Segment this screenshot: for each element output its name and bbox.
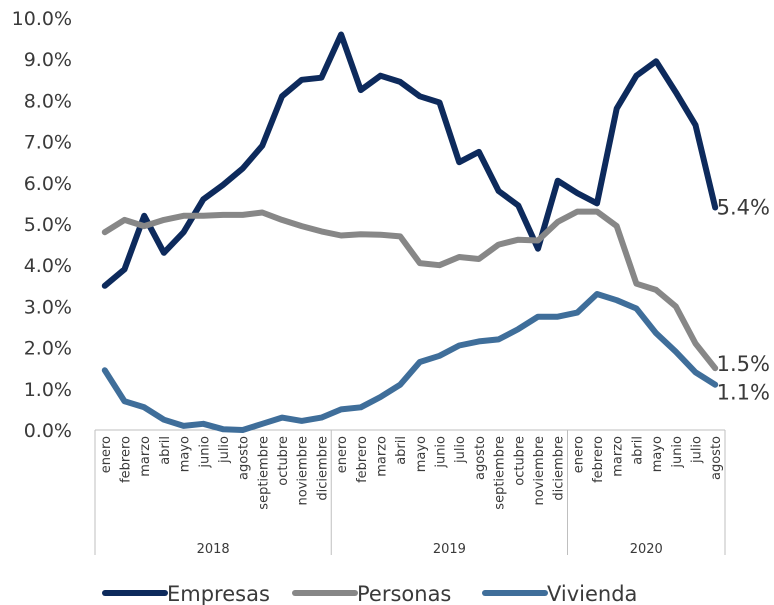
- x-tick-label: marzo: [138, 436, 153, 477]
- x-tick-label: junio: [670, 436, 685, 469]
- end-label-empresas: 5.4%: [717, 196, 770, 220]
- x-tick-label: diciembre: [315, 436, 330, 501]
- x-tick-label: agosto: [473, 436, 488, 480]
- y-tick-label: 3.0%: [24, 296, 72, 318]
- legend-label-empresas: Empresas: [167, 582, 270, 605]
- y-tick-label: 9.0%: [24, 49, 72, 71]
- y-tick-label: 1.0%: [24, 379, 72, 401]
- x-axis: enero febrero marzo abril mayo junio julio agos…: [94, 429, 726, 557]
- x-tick-label: abril: [394, 436, 409, 465]
- y-tick-label: 2.0%: [24, 338, 72, 360]
- end-labels: 5.4% 1.5% 1.1%: [717, 196, 770, 405]
- y-axis: 0.0% 1.0% 2.0% 3.0% 4.0% 5.0% 6.0% 7.0% 8.0% 9.0%…: [12, 8, 72, 442]
- x-tick-label: agosto: [237, 436, 252, 480]
- x-tick-label: noviembre: [296, 436, 311, 505]
- y-tick-label: 4.0%: [24, 255, 72, 277]
- x-tick-label: enero: [571, 436, 586, 473]
- x-tick-label: septiembre: [493, 436, 508, 510]
- x-tick-label: septiembre: [256, 436, 271, 510]
- y-tick-label: 8.0%: [24, 90, 72, 112]
- y-tick-label: 6.0%: [24, 173, 72, 195]
- x-tick-label: marzo: [611, 436, 626, 477]
- legend-label-personas: Personas: [357, 582, 451, 605]
- x-tick-label: octubre: [512, 436, 527, 486]
- x-tick-label: febrero: [119, 436, 134, 483]
- end-label-vivienda: 1.1%: [717, 381, 770, 405]
- x-tick-label: enero: [335, 436, 350, 473]
- x-tick-label: abril: [158, 436, 173, 465]
- x-tick-label: octubre: [276, 436, 291, 486]
- year-label: 2020: [630, 542, 663, 557]
- y-tick-label: 5.0%: [24, 214, 72, 236]
- x-tick-label: mayo: [414, 436, 429, 472]
- series-lines: [101, 31, 719, 433]
- x-tick-label: junio: [434, 436, 449, 469]
- x-tick-label: febrero: [591, 436, 606, 483]
- end-label-personas: 1.5%: [717, 352, 770, 376]
- y-tick-label: 7.0%: [24, 132, 72, 154]
- legend-label-vivienda: Vivienda: [547, 582, 637, 605]
- year-label: 2019: [433, 542, 466, 557]
- year-label: 2018: [197, 542, 230, 557]
- y-tick-label: 0.0%: [24, 420, 72, 442]
- x-tick-label: enero: [99, 436, 114, 473]
- x-tick-label: julio: [217, 436, 232, 464]
- x-tick-label: febrero: [355, 436, 370, 483]
- y-tick-label: 10.0%: [12, 8, 72, 30]
- x-tick-label: julio: [689, 436, 704, 464]
- series-line-vivienda: [101, 291, 719, 433]
- x-tick-label: junio: [197, 436, 212, 469]
- x-tick-label: julio: [453, 436, 468, 464]
- x-tick-label: mayo: [650, 436, 665, 472]
- x-tick-label: noviembre: [532, 436, 547, 505]
- x-tick-label: diciembre: [552, 436, 567, 501]
- x-tick-label: agosto: [709, 436, 724, 480]
- x-tick-label: marzo: [374, 436, 389, 477]
- x-tick-label: mayo: [178, 436, 193, 472]
- legend: Empresas Personas Vivienda: [102, 582, 637, 605]
- x-tick-label: abril: [630, 436, 645, 465]
- series-line-personas: [101, 208, 719, 372]
- series-line-empresas: [101, 31, 719, 289]
